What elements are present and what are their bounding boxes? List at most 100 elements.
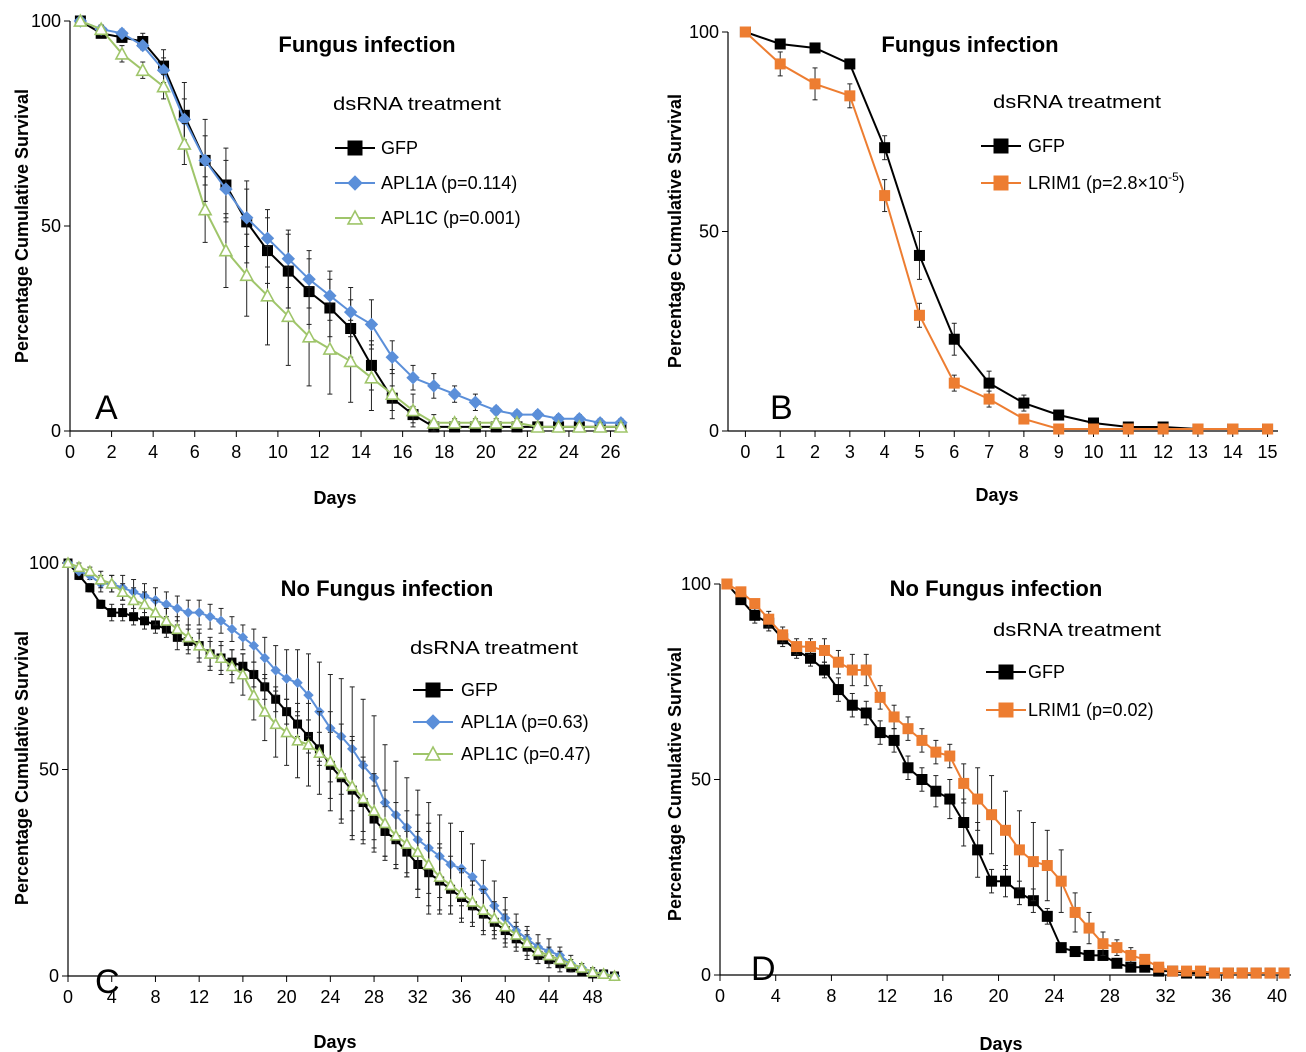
legend-label: GFP — [381, 138, 418, 158]
data-point — [1053, 423, 1065, 435]
x-axis-label: Days — [979, 1034, 1022, 1052]
data-point — [846, 664, 858, 676]
data-point — [749, 609, 761, 621]
x-tick-label: 15 — [1258, 442, 1278, 462]
data-point — [181, 630, 195, 643]
data-point — [488, 415, 504, 429]
panel-letter: A — [95, 389, 118, 427]
data-point — [1083, 922, 1095, 934]
y-tick-label: 0 — [701, 965, 711, 985]
data-point — [219, 182, 233, 196]
y-tick-label: 0 — [709, 421, 719, 441]
legend-marker — [998, 702, 1014, 718]
x-tick-label: 3 — [845, 442, 855, 462]
data-point — [226, 623, 238, 635]
data-point — [161, 599, 172, 610]
data-point — [832, 684, 844, 696]
data-point — [735, 586, 747, 598]
x-tick-label: 20 — [277, 987, 297, 1007]
data-point — [572, 419, 587, 433]
x-tick-label: 24 — [559, 442, 579, 462]
data-point — [114, 46, 130, 60]
legend-label: APL1A (p=0.63) — [461, 712, 589, 732]
data-point — [844, 90, 856, 102]
data-point — [343, 305, 358, 319]
data-point — [948, 377, 960, 389]
x-tick-label: 4 — [107, 987, 117, 1007]
legend-marker — [998, 664, 1014, 680]
y-axis-label: Percentage Cumulative Survival — [12, 631, 32, 905]
data-point — [281, 673, 292, 684]
data-point — [406, 370, 420, 385]
data-point — [916, 734, 928, 746]
data-point — [302, 738, 315, 750]
series-2 — [61, 556, 621, 982]
x-tick-label: 8 — [150, 987, 160, 1007]
data-point — [774, 58, 786, 70]
x-tick-label: 26 — [601, 442, 621, 462]
data-point — [1222, 967, 1234, 979]
data-point — [1208, 967, 1220, 979]
legend-label: APL1A (p=0.114) — [381, 173, 517, 193]
data-point — [334, 766, 348, 779]
data-point — [218, 242, 234, 257]
data-point — [345, 779, 359, 792]
data-point — [1139, 953, 1151, 965]
data-point — [832, 656, 844, 668]
data-point — [1181, 965, 1193, 977]
data-point — [323, 288, 337, 303]
data-point — [879, 142, 891, 154]
data-point — [107, 608, 117, 618]
data-point — [1088, 423, 1100, 435]
x-tick-label: 36 — [1211, 986, 1231, 1006]
data-point — [913, 309, 925, 321]
data-point — [240, 211, 254, 225]
x-tick-label: 2 — [107, 442, 117, 462]
legend-marker — [425, 714, 441, 730]
data-point — [198, 153, 212, 168]
data-point — [1041, 910, 1053, 922]
data-point — [183, 607, 194, 618]
data-point — [1194, 965, 1206, 977]
x-tick-label: 16 — [393, 442, 413, 462]
data-point — [809, 42, 821, 54]
data-point — [259, 652, 270, 664]
chart-title: Fungus infection — [881, 32, 1058, 57]
x-tick-label: 10 — [1083, 442, 1103, 462]
data-point — [270, 665, 281, 676]
x-tick-label: 8 — [826, 986, 836, 1006]
data-point — [1055, 942, 1067, 954]
y-tick-label: 100 — [31, 11, 61, 31]
data-point — [93, 21, 109, 36]
data-point — [983, 393, 995, 405]
data-point — [177, 136, 192, 150]
data-point — [888, 734, 900, 746]
data-point — [986, 809, 998, 821]
data-point — [385, 350, 399, 364]
data-point — [422, 857, 436, 870]
data-point — [1000, 824, 1011, 836]
data-point — [1153, 961, 1165, 973]
data-point — [237, 632, 249, 643]
data-point — [874, 691, 886, 703]
data-point — [592, 419, 608, 433]
data-point — [127, 593, 140, 606]
data-point — [135, 62, 151, 77]
data-point — [551, 419, 566, 433]
data-point — [774, 38, 786, 50]
legend-marker — [424, 745, 442, 761]
data-point — [542, 948, 556, 961]
x-tick-label: 36 — [451, 987, 471, 1007]
y-axis-label: Percentage Cumulative Survival — [665, 647, 685, 921]
data-point — [433, 870, 446, 882]
data-point — [958, 777, 970, 789]
data-point — [302, 272, 316, 287]
chart-title: No Fungus infection — [890, 576, 1103, 601]
data-point — [136, 38, 150, 53]
data-point — [1264, 967, 1276, 979]
x-tick-label: 10 — [268, 442, 288, 462]
data-point — [944, 750, 956, 762]
data-point — [805, 641, 817, 653]
